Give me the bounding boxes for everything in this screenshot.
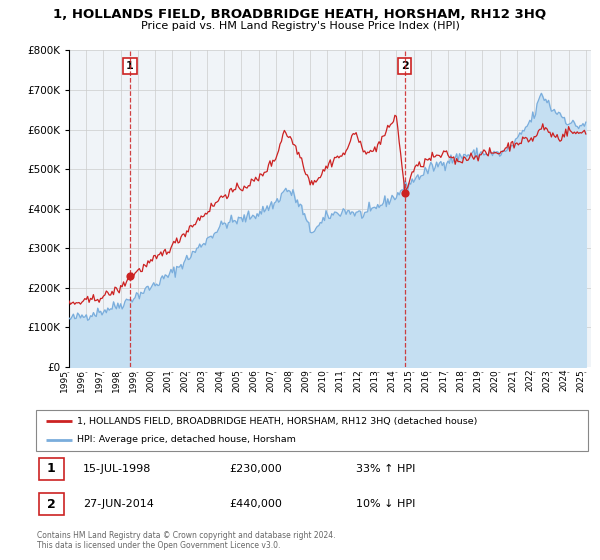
FancyBboxPatch shape xyxy=(39,458,64,480)
FancyBboxPatch shape xyxy=(39,493,64,515)
Text: 2015: 2015 xyxy=(404,368,413,391)
Text: 2009: 2009 xyxy=(301,368,310,391)
Text: 2008: 2008 xyxy=(284,368,293,391)
Text: 2007: 2007 xyxy=(267,368,276,391)
Text: Contains HM Land Registry data © Crown copyright and database right 2024.
This d: Contains HM Land Registry data © Crown c… xyxy=(37,531,336,550)
Point xyxy=(400,188,410,197)
Text: 2019: 2019 xyxy=(473,368,482,391)
Text: 27-JUN-2014: 27-JUN-2014 xyxy=(83,499,154,509)
Text: 1, HOLLANDS FIELD, BROADBRIDGE HEATH, HORSHAM, RH12 3HQ: 1, HOLLANDS FIELD, BROADBRIDGE HEATH, HO… xyxy=(53,8,547,21)
Text: 2004: 2004 xyxy=(215,368,224,391)
Text: 2010: 2010 xyxy=(319,368,328,391)
Text: 2005: 2005 xyxy=(232,368,241,391)
Text: 2012: 2012 xyxy=(353,368,362,391)
Text: 2021: 2021 xyxy=(508,368,517,391)
Text: HPI: Average price, detached house, Horsham: HPI: Average price, detached house, Hors… xyxy=(77,436,296,445)
Text: 2003: 2003 xyxy=(198,368,207,391)
Point xyxy=(125,272,135,281)
Text: 1999: 1999 xyxy=(129,368,138,392)
Text: 1996: 1996 xyxy=(77,368,86,392)
Text: 2013: 2013 xyxy=(370,368,379,391)
Text: 2002: 2002 xyxy=(181,368,190,391)
Text: 33% ↑ HPI: 33% ↑ HPI xyxy=(356,464,416,474)
Text: 2017: 2017 xyxy=(439,368,448,391)
FancyBboxPatch shape xyxy=(36,410,588,451)
Text: 1998: 1998 xyxy=(112,368,121,392)
Text: 2018: 2018 xyxy=(456,368,465,391)
Text: 1997: 1997 xyxy=(94,368,103,392)
Text: 15-JUL-1998: 15-JUL-1998 xyxy=(83,464,151,474)
Text: 1: 1 xyxy=(47,463,56,475)
Text: 2022: 2022 xyxy=(525,368,534,391)
Text: 2020: 2020 xyxy=(491,368,500,391)
Text: 2: 2 xyxy=(47,497,56,511)
Text: £230,000: £230,000 xyxy=(229,464,282,474)
Text: 1995: 1995 xyxy=(60,368,69,392)
Text: 2000: 2000 xyxy=(146,368,155,391)
Text: 10% ↓ HPI: 10% ↓ HPI xyxy=(356,499,416,509)
Text: 2023: 2023 xyxy=(542,368,551,391)
Text: 2016: 2016 xyxy=(422,368,431,391)
Text: 2011: 2011 xyxy=(335,368,344,391)
Text: 2025: 2025 xyxy=(577,368,586,391)
Text: Price paid vs. HM Land Registry's House Price Index (HPI): Price paid vs. HM Land Registry's House … xyxy=(140,21,460,31)
Text: £440,000: £440,000 xyxy=(229,499,282,509)
Text: 2024: 2024 xyxy=(560,368,569,391)
Text: 2: 2 xyxy=(401,61,409,71)
Text: 2001: 2001 xyxy=(163,368,172,391)
Text: 2006: 2006 xyxy=(250,368,259,391)
Text: 1: 1 xyxy=(126,61,134,71)
Text: 2014: 2014 xyxy=(388,368,397,391)
Text: 1, HOLLANDS FIELD, BROADBRIDGE HEATH, HORSHAM, RH12 3HQ (detached house): 1, HOLLANDS FIELD, BROADBRIDGE HEATH, HO… xyxy=(77,417,478,426)
